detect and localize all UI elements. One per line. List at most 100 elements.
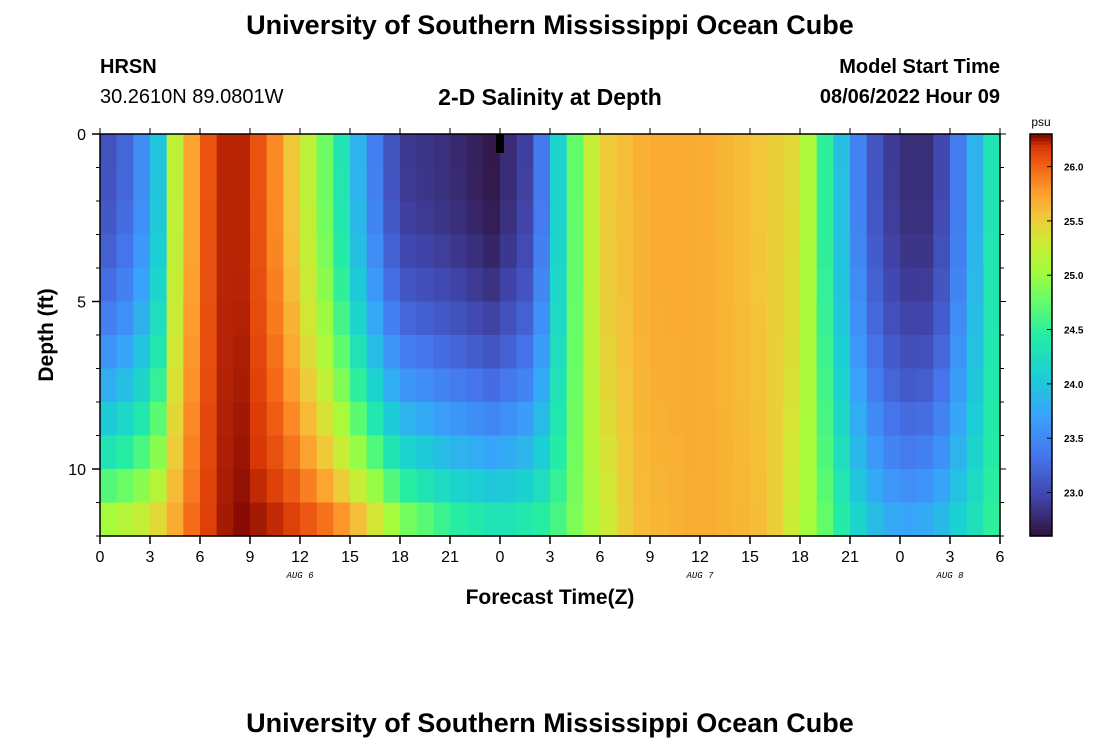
heatmap-cell bbox=[250, 234, 268, 269]
heatmap-cell bbox=[750, 134, 768, 169]
colorbar-segment bbox=[1030, 402, 1052, 406]
heatmap-cell bbox=[116, 234, 134, 269]
heatmap-cell bbox=[750, 167, 768, 202]
heatmap-cell bbox=[383, 167, 401, 202]
day-label: AUG 8 bbox=[935, 571, 964, 581]
heatmap-cell bbox=[683, 402, 701, 437]
heatmap-cell bbox=[316, 469, 334, 504]
heatmap-cell bbox=[750, 268, 768, 303]
heatmap-cell bbox=[416, 201, 434, 236]
colorbar-segment bbox=[1030, 227, 1052, 232]
heatmap-cell bbox=[766, 167, 784, 202]
heatmap-cell bbox=[983, 502, 1001, 537]
heatmap-cell bbox=[800, 134, 818, 169]
heatmap-cell bbox=[233, 435, 251, 470]
heatmap-cell bbox=[783, 502, 801, 537]
heatmap-cell bbox=[716, 234, 734, 269]
heatmap-cell bbox=[550, 134, 568, 169]
heatmap-cell bbox=[666, 167, 684, 202]
heatmap-cell bbox=[116, 469, 134, 504]
heatmap-cell bbox=[233, 301, 251, 336]
heatmap-cell bbox=[300, 402, 318, 437]
heatmap-cell bbox=[250, 167, 268, 202]
heatmap-cell bbox=[633, 502, 651, 537]
day-labels: AUG 6 AUG 7 AUG 8 bbox=[285, 571, 964, 581]
colorbar-segment bbox=[1030, 512, 1052, 517]
heatmap-cell bbox=[666, 201, 684, 236]
heatmap-cell bbox=[733, 268, 751, 303]
heatmap-cell bbox=[266, 335, 284, 370]
heatmap-cell bbox=[200, 469, 218, 504]
colorbar-segment bbox=[1030, 231, 1052, 236]
heatmap-cell bbox=[950, 134, 968, 169]
heatmap-cell bbox=[600, 368, 618, 403]
heatmap-cell bbox=[566, 268, 584, 303]
heatmap-cell bbox=[733, 134, 751, 169]
heatmap-cell bbox=[666, 268, 684, 303]
heatmap-cell bbox=[583, 502, 601, 537]
heatmap-cell bbox=[166, 201, 184, 236]
colorbar-segment bbox=[1030, 532, 1052, 537]
heatmap-cell bbox=[933, 234, 951, 269]
heatmap-cell bbox=[683, 502, 701, 537]
heatmap-cell bbox=[416, 368, 434, 403]
heatmap-cell bbox=[666, 335, 684, 370]
heatmap-cell bbox=[366, 201, 384, 236]
heatmap-cell bbox=[783, 268, 801, 303]
heatmap-cell bbox=[250, 502, 268, 537]
heatmap-cell bbox=[616, 368, 634, 403]
heatmap-cell bbox=[650, 368, 668, 403]
heatmap-cell bbox=[733, 502, 751, 537]
colorbar-segment bbox=[1030, 291, 1052, 296]
heatmap-cell bbox=[600, 402, 618, 437]
heatmap-cell bbox=[316, 134, 334, 169]
heatmap-cell bbox=[650, 502, 668, 537]
heatmap-cell bbox=[366, 301, 384, 336]
heatmap-cell bbox=[450, 335, 468, 370]
heatmap-cell bbox=[583, 134, 601, 169]
heatmap-cell bbox=[533, 368, 551, 403]
heatmap-cell bbox=[100, 502, 118, 537]
heatmap-cell bbox=[483, 167, 501, 202]
colorbar-segment bbox=[1030, 137, 1052, 142]
heatmap-cell bbox=[816, 435, 834, 470]
heatmap-cell bbox=[716, 335, 734, 370]
station-name: HRSN bbox=[100, 56, 157, 78]
x-tick-label: 6 bbox=[196, 549, 205, 566]
colorbar-segment bbox=[1030, 341, 1052, 346]
heatmap-cell bbox=[866, 435, 884, 470]
heatmap-cell bbox=[233, 368, 251, 403]
heatmap-cell bbox=[983, 167, 1001, 202]
heatmap-cell bbox=[250, 402, 268, 437]
heatmap-cell bbox=[533, 201, 551, 236]
heatmap-cell bbox=[933, 435, 951, 470]
heatmap-cell bbox=[783, 335, 801, 370]
heatmap-cell bbox=[183, 301, 201, 336]
heatmap-cell bbox=[516, 368, 534, 403]
colorbar-segment bbox=[1030, 221, 1052, 226]
heatmap-cell bbox=[700, 167, 718, 202]
heatmap-cell bbox=[883, 502, 901, 537]
colorbar-unit: psu bbox=[1031, 115, 1050, 129]
heatmap-cell bbox=[300, 301, 318, 336]
heatmap-cell bbox=[516, 201, 534, 236]
heatmap-cell bbox=[850, 368, 868, 403]
colorbar-segment bbox=[1030, 271, 1052, 276]
colorbar-segment bbox=[1030, 154, 1052, 159]
heatmap-cell bbox=[750, 301, 768, 336]
heatmap-cell bbox=[233, 335, 251, 370]
heatmap-cell bbox=[433, 502, 451, 537]
colorbar-segment bbox=[1030, 157, 1052, 162]
heatmap-cell bbox=[150, 268, 168, 303]
heatmap-cell bbox=[233, 402, 251, 437]
heatmap-cell bbox=[283, 469, 301, 504]
heatmap-cell bbox=[200, 301, 218, 336]
colorbar-segment bbox=[1030, 335, 1052, 339]
heatmap-cell bbox=[533, 234, 551, 269]
colorbar-segment bbox=[1030, 197, 1052, 202]
heatmap-cell bbox=[366, 435, 384, 470]
heatmap-cell bbox=[800, 201, 818, 236]
heatmap-cell bbox=[600, 301, 618, 336]
heatmap-cell bbox=[966, 469, 984, 504]
heatmap-cell bbox=[750, 435, 768, 470]
